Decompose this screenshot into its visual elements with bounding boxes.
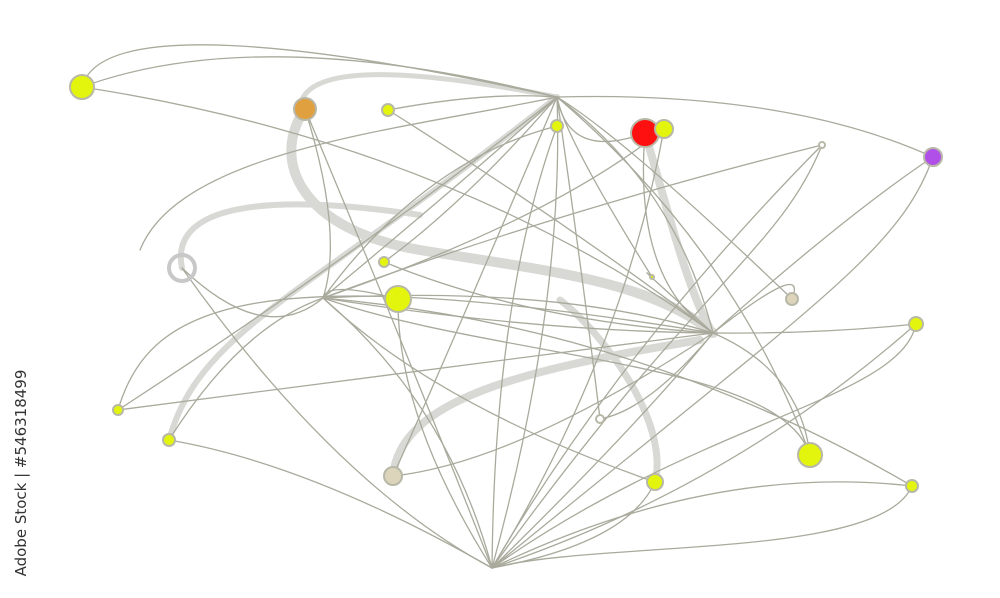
edge <box>304 108 331 299</box>
node-circle <box>654 119 674 139</box>
thick-edge <box>297 72 560 113</box>
hub-edge <box>491 96 559 569</box>
edge <box>387 95 558 111</box>
node-circle <box>908 316 924 332</box>
edge <box>642 132 714 334</box>
node-circle <box>112 404 124 416</box>
hub-edge <box>322 294 714 334</box>
node-circle <box>378 256 390 268</box>
node-circle <box>167 253 197 283</box>
edges <box>81 44 934 569</box>
edge <box>117 332 714 411</box>
node-circle <box>595 414 605 424</box>
edge <box>322 125 558 299</box>
edge <box>556 96 811 456</box>
edge <box>491 125 558 569</box>
edge <box>81 56 558 98</box>
edge <box>117 295 714 411</box>
edge <box>491 156 934 569</box>
edge <box>181 267 493 569</box>
node-circle <box>381 103 395 117</box>
edge <box>397 298 493 569</box>
edge <box>556 95 934 158</box>
edge <box>491 323 917 569</box>
node-circle <box>69 74 95 100</box>
thick-edges <box>166 72 718 486</box>
edge <box>556 96 601 420</box>
node-circle <box>905 479 919 493</box>
edge <box>491 323 917 569</box>
node-circle <box>649 274 655 280</box>
node-circle <box>923 147 943 167</box>
edge <box>168 439 493 569</box>
thick-edge <box>177 201 423 271</box>
edge <box>81 86 714 334</box>
thick-edge <box>389 336 704 480</box>
hub-edge <box>322 297 493 569</box>
node-circle <box>383 466 403 486</box>
node-circle <box>293 97 317 121</box>
watermark-text: Adobe Stock | #546318499 <box>12 369 30 576</box>
edge <box>491 144 823 569</box>
edge <box>712 156 934 334</box>
edge <box>491 144 823 569</box>
node-circle <box>550 119 564 133</box>
hub-edge <box>556 96 714 334</box>
edge <box>491 481 913 569</box>
edge <box>392 96 558 477</box>
edge <box>556 96 653 278</box>
node-circle <box>785 292 799 306</box>
edge <box>322 297 811 456</box>
edge <box>556 96 793 300</box>
edge <box>322 144 823 299</box>
node-circle <box>162 433 176 447</box>
stock-watermark: Adobe Stock | #546318499 <box>4 360 38 585</box>
edge <box>383 261 714 334</box>
hub-edge <box>491 332 714 569</box>
thick-edge <box>556 296 661 486</box>
node-circle <box>818 141 826 149</box>
node-circle <box>646 473 664 491</box>
thick-edge <box>286 104 718 338</box>
edge <box>491 481 656 569</box>
edge <box>712 283 796 334</box>
node-circle <box>384 285 412 313</box>
edge <box>383 96 558 263</box>
hub-edge <box>322 96 558 299</box>
thick-edge <box>641 129 717 337</box>
edge <box>322 297 913 487</box>
edge <box>599 332 714 420</box>
edge <box>712 332 811 456</box>
edge <box>304 108 493 569</box>
node-circle <box>797 442 823 468</box>
edge <box>117 96 558 411</box>
edge <box>392 332 714 477</box>
edge <box>168 297 324 441</box>
edge <box>387 109 714 334</box>
edge <box>139 96 558 251</box>
edge <box>81 44 558 98</box>
node-circle <box>630 118 660 148</box>
nodes <box>69 74 943 493</box>
edge <box>646 272 714 334</box>
edge <box>181 267 324 318</box>
edge <box>491 485 913 569</box>
edge <box>322 297 917 334</box>
